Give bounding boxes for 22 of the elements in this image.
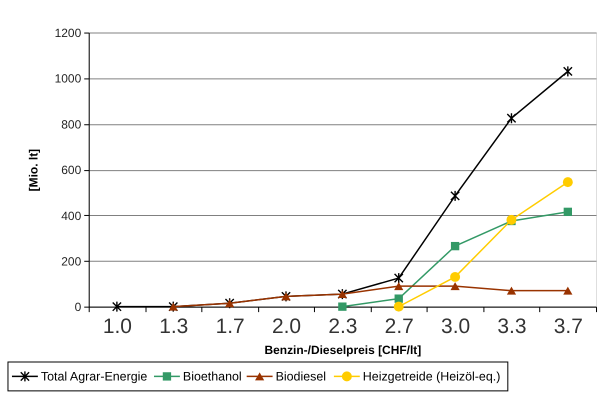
x-tick-label: 2.3 — [328, 315, 358, 338]
x-tick-label: 2.7 — [384, 315, 414, 338]
x-tick-label: 3.0 — [441, 315, 470, 338]
y-axis-title: [Mio. lt] — [26, 148, 41, 192]
x-tick-label: 1.0 — [102, 315, 132, 338]
y-tick-label: 1200 — [54, 26, 82, 40]
legend-label: Total Agrar-Energie — [40, 369, 148, 384]
x-tick-label: 1.7 — [216, 315, 245, 338]
x-tick-label: 3.3 — [497, 315, 527, 338]
y-tick-label: 200 — [61, 254, 82, 268]
legend-label: Heizgetreide (Heizöl-eq.) — [362, 369, 500, 384]
y-tick-label: 600 — [61, 163, 82, 178]
y-tick-label: 800 — [61, 117, 82, 132]
x-tick-label: 2.0 — [272, 315, 302, 338]
y-tick-label: 0 — [74, 300, 82, 314]
y-tick-label: 1000 — [54, 72, 82, 86]
y-tick-label: 400 — [61, 208, 82, 223]
legend-label: Biodiesel — [276, 369, 326, 384]
x-axis-title: Benzin-/Dieselpreis [CHF/lt] — [264, 342, 422, 357]
x-tick-label: 1.3 — [159, 315, 188, 338]
legend-label: Bioethanol — [182, 369, 242, 384]
x-tick-label: 3.7 — [554, 315, 583, 338]
